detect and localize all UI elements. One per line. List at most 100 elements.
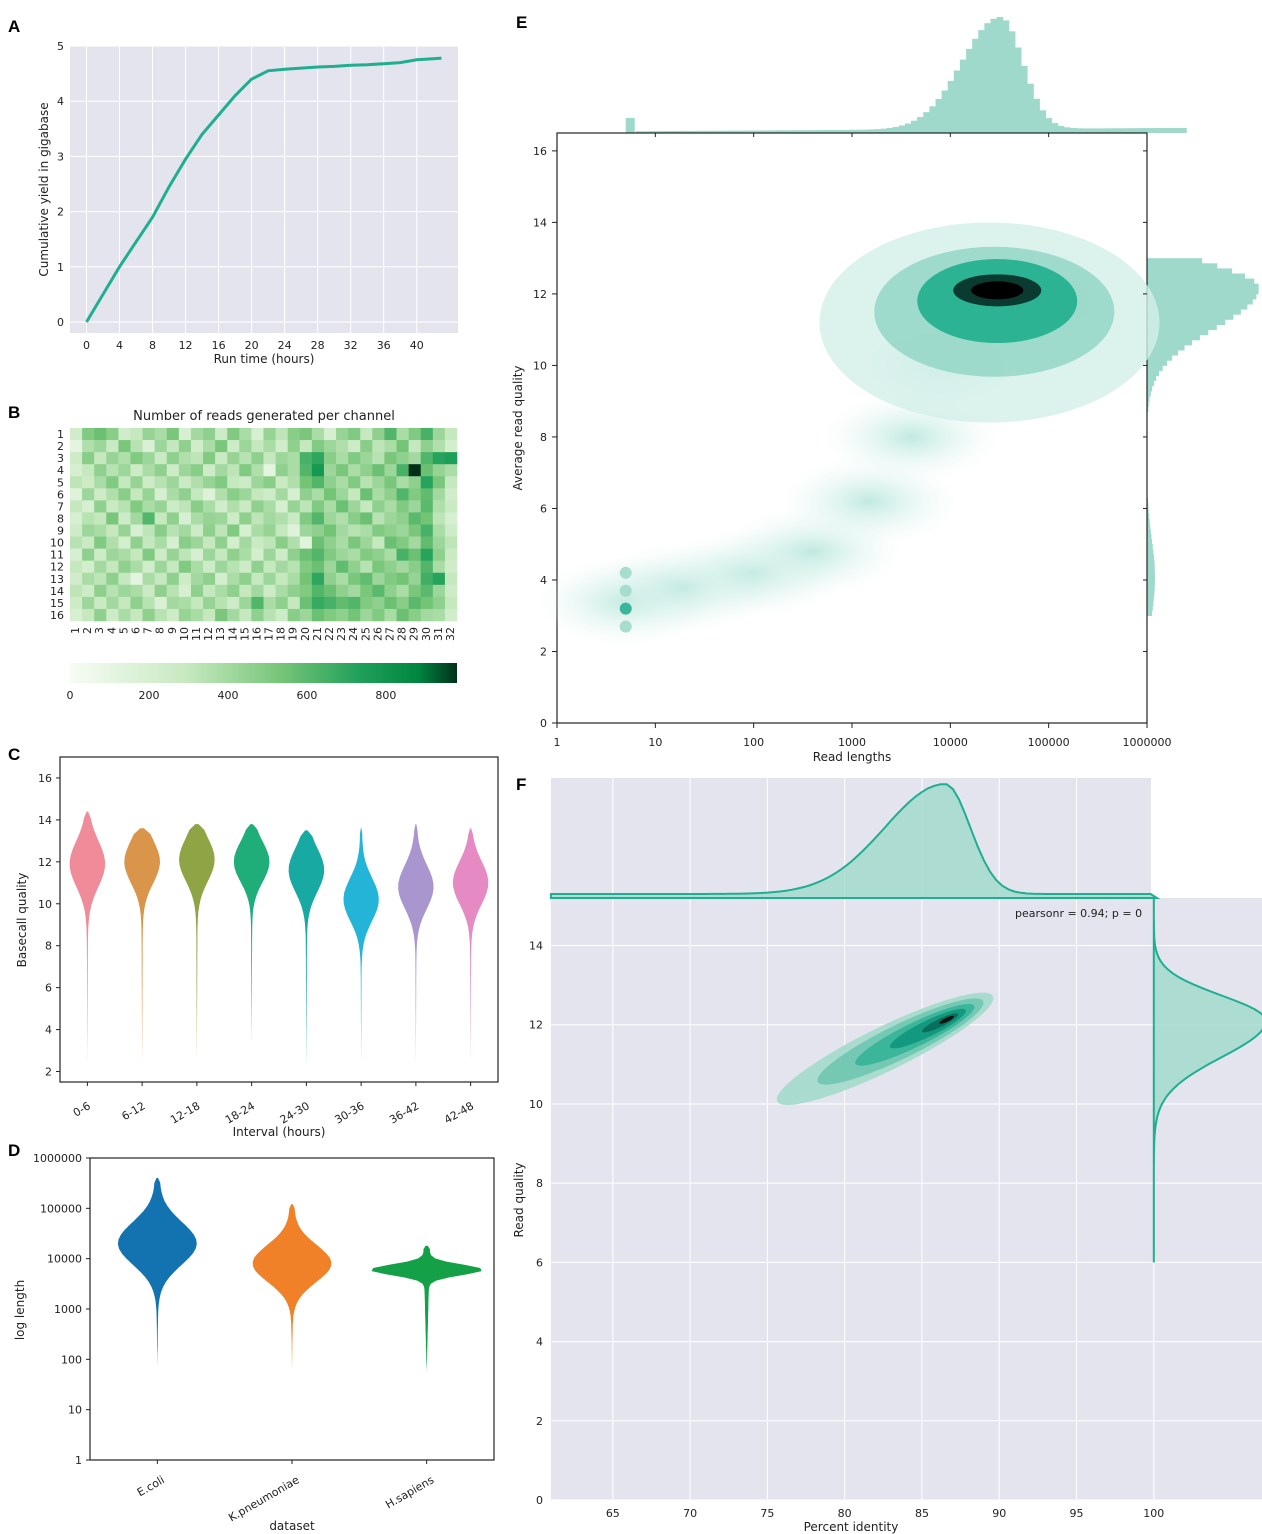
panel-b-cell [106,584,119,598]
panel-b-cell [275,464,288,477]
panel-e-marginal-x-bar [843,129,851,133]
panel-b-cell [251,464,264,477]
panel-b-cell [420,476,434,489]
panel-c-y-tick: 12 [38,856,52,869]
panel-e-marginal-x-bar [641,131,649,133]
panel-e-marginal-x-bar [953,70,961,133]
panel-b-cell [251,596,264,610]
panel-f-ticks: 65 70 75 80 85 90 95 100 0 2 4 6 8 10 12 14 [529,940,1164,1520]
panel-f-x-tick: 70 [683,1507,697,1520]
panel-b-cell [287,572,301,586]
panel-e-marginal-x-bar [758,130,765,133]
panel-f-x-tick: 80 [838,1507,852,1520]
panel-b-cell [323,452,337,465]
panel-b-cell [348,488,361,501]
panel-b-cell [396,596,409,610]
panel-b-cell [444,608,458,622]
panel-b-cell [82,548,95,561]
panel-e-marginal-x-bar [1180,127,1187,133]
panel-b-row-tick: 10 [50,537,64,550]
panel-b-cell [396,524,409,537]
panel-d-y-axis-label: log length [13,1280,27,1340]
panel-b-cell [239,572,252,586]
panel-b-cell [227,536,240,549]
panel-b-col-tick: 22 [323,627,336,641]
panel-f-x-tick: 90 [992,1507,1006,1520]
panel-b-cell [444,512,458,525]
panel-e-marginal-y-bar [1147,273,1245,279]
panel-b-colorbar [70,663,457,683]
panel-e-marginal-x-bar [635,131,643,133]
panel-b-cell [323,512,337,525]
panel-b-cell [311,452,325,465]
panel-e-marginal-y-bar [1147,314,1234,320]
panel-e-marginal-y-bar [1147,263,1218,269]
panel-e-marginal-y-bar [1147,293,1257,300]
panel-b-cell [384,512,397,525]
panel-b-cell [372,500,385,513]
panel-b-cell [348,596,361,610]
panel-b-row-tick: 11 [50,549,64,562]
panel-b-cell [384,476,397,489]
panel-b-cell [215,572,228,586]
panel-b-cell [166,584,180,598]
panel-b-cell [360,524,373,537]
panel-b-cell [154,464,168,477]
panel-b-cell [203,524,216,537]
panel-b-cell [323,560,337,574]
panel-b-cell [154,548,168,561]
panel-b-cell [178,464,192,477]
panel-b-cell [384,536,397,549]
panel-d-x-axis-label: dataset [269,1519,315,1533]
panel-b-col-tick: 1 [69,627,82,634]
panel-a-x-tick: 24 [278,339,292,352]
panel-e-marginal-x-bar [1168,128,1175,133]
panel-b-cell [432,548,446,561]
panel-b-cell [372,488,385,501]
panel-b-cell [299,500,313,513]
panel-b-cell [263,440,276,453]
panel-b-cell [142,512,155,525]
panel-e-marginal-y-bar [1147,406,1149,412]
panel-b-cell [396,452,409,465]
panel-b-col-tick: 9 [166,627,179,634]
panel-b-cell [166,512,180,525]
panel-e-marginal-x-histogram [625,17,1187,134]
panel-b-cell [299,512,313,525]
panel-e-marginal-x-bar [831,130,838,133]
panel-a-x-tick: 40 [410,339,424,352]
panel-e-marginal-y-bar [1147,385,1153,392]
panel-b-cell [336,524,349,537]
panel-b-cell [372,428,385,441]
panel-b-cell [178,548,192,561]
panel-e: E 1 10 100 1000 10000 100000 10000000246810121… [511,13,1259,764]
panel-b-cell [251,500,264,513]
panel-b-cell [348,608,361,622]
panel-b-cell [384,560,397,574]
panel-b-cell [239,512,252,525]
panel-c-x-tick: 30-36 [332,1099,366,1126]
panel-b-cell [130,548,143,561]
panel-b-cell [263,428,276,441]
panel-b-cell [190,452,204,465]
panel-c-y-tick: 16 [38,772,52,785]
panel-a-x-axis-label: Run time (hours) [214,352,315,366]
panel-e-marginal-x-bar [904,123,912,133]
panel-b-cell [432,500,446,513]
panel-b-cell [444,572,458,586]
panel-b-colorbar-tick: 600 [296,689,317,702]
panel-b-cell [227,476,240,489]
panel-b-cell [287,560,301,574]
panel-b-cell [372,560,385,574]
panel-e-marginal-y-bar [1147,528,1151,535]
panel-b-cell [70,608,83,622]
panel-b-cell [299,440,313,453]
panel-b-cell [408,524,422,537]
panel-b-cell [154,428,168,441]
panel-e-y-tick: 8 [540,431,547,444]
panel-e-marginal-x-bar [1082,128,1089,133]
panel-b-col-tick: 21 [311,627,324,641]
panel-b-cell [142,536,155,549]
panel-b-cell [166,440,180,453]
